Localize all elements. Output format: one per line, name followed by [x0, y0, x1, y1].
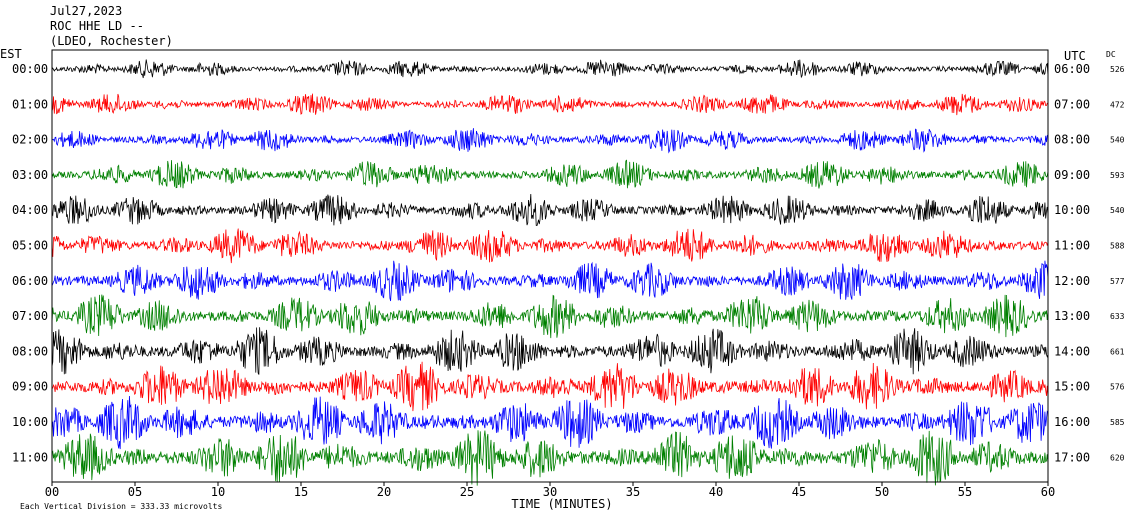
dc-value-label: 576 — [1110, 383, 1125, 392]
dc-value-label: 661 — [1110, 347, 1125, 356]
dc-label: DC — [1106, 50, 1116, 59]
x-tick-label: 20 — [377, 485, 391, 499]
x-tick-label: 15 — [294, 485, 308, 499]
utc-time-label: 12:00 — [1054, 274, 1090, 288]
right-axis-label: UTC — [1064, 49, 1086, 63]
utc-time-label: 16:00 — [1054, 415, 1090, 429]
est-time-label: 06:00 — [12, 274, 48, 288]
x-tick-label: 35 — [626, 485, 640, 499]
utc-time-label: 07:00 — [1054, 97, 1090, 111]
utc-time-label: 14:00 — [1054, 344, 1090, 358]
trace-row-4 — [51, 193, 1049, 226]
utc-time-label: 17:00 — [1054, 450, 1090, 464]
dc-value-label: 540 — [1110, 206, 1125, 215]
x-axis-label: TIME (MINUTES) — [511, 497, 612, 511]
x-tick-labels: 00 05 10 15 20 25 30 35 40 45 50 55 60 — [45, 482, 1055, 499]
dc-value-label: 620 — [1110, 453, 1125, 462]
utc-time-label: 15:00 — [1054, 380, 1090, 394]
utc-time-label: 08:00 — [1054, 133, 1090, 147]
est-time-label: 03:00 — [12, 168, 48, 182]
x-tick-label: 50 — [875, 485, 889, 499]
trace-row-6 — [51, 260, 1049, 302]
footer-note: Each Vertical Division = 333.33 microvol… — [20, 502, 222, 511]
utc-time-label: 10:00 — [1054, 203, 1090, 217]
utc-time-label: 09:00 — [1054, 168, 1090, 182]
est-time-label: 02:00 — [12, 133, 48, 147]
est-time-label: 00:00 — [12, 62, 48, 76]
est-time-label: 11:00 — [12, 450, 48, 464]
x-tick-label: 55 — [958, 485, 972, 499]
x-tick-label: 05 — [128, 485, 142, 499]
left-axis-label: EST — [0, 47, 22, 61]
trace-row-2 — [51, 128, 1049, 154]
row-labels: 00:00 06:00 526 01:00 07:00 472 02:00 08:00 540 0… — [12, 62, 1125, 464]
dc-value-label: 526 — [1110, 65, 1125, 74]
dc-value-label: 585 — [1110, 418, 1125, 427]
header-network: (LDEO, Rochester) — [50, 34, 173, 48]
dc-value-label: 593 — [1110, 171, 1125, 180]
plot-border — [51, 49, 1049, 483]
x-tick-label: 60 — [1041, 485, 1055, 499]
x-tick-label: 40 — [709, 485, 723, 499]
trace-row-10 — [51, 395, 1049, 450]
plot-frame — [51, 49, 1049, 483]
x-tick-label: 45 — [792, 485, 806, 499]
dc-value-label: 588 — [1110, 242, 1125, 251]
dc-value-label: 472 — [1110, 100, 1125, 109]
est-time-label: 05:00 — [12, 239, 48, 253]
trace-row-11 — [51, 430, 1049, 486]
header-station: ROC HHE LD -- — [50, 19, 144, 33]
est-time-label: 04:00 — [12, 203, 48, 217]
trace-row-9 — [51, 361, 1049, 412]
trace-row-3 — [51, 159, 1049, 189]
header-date: Jul27,2023 — [50, 4, 122, 18]
utc-time-label: 13:00 — [1054, 309, 1090, 323]
dc-value-label: 633 — [1110, 312, 1125, 321]
est-time-label: 09:00 — [12, 380, 48, 394]
trace-row-7 — [51, 294, 1049, 339]
est-time-label: 01:00 — [12, 97, 48, 111]
est-time-label: 08:00 — [12, 344, 48, 358]
x-tick-label: 00 — [45, 485, 59, 499]
utc-time-label: 11:00 — [1054, 239, 1090, 253]
utc-time-label: 06:00 — [1054, 62, 1090, 76]
dc-value-label: 540 — [1110, 136, 1125, 145]
dc-value-label: 577 — [1110, 277, 1125, 286]
x-tick-label: 10 — [211, 485, 225, 499]
trace-row-8 — [51, 327, 1049, 375]
x-tick-label: 25 — [460, 485, 474, 499]
trace-row-1 — [51, 93, 1049, 116]
x-tick-label: 30 — [543, 485, 557, 499]
trace-row-5 — [51, 228, 1049, 264]
est-time-label: 10:00 — [12, 415, 48, 429]
est-time-label: 07:00 — [12, 309, 48, 323]
trace-layer — [51, 59, 1049, 486]
trace-row-0 — [51, 59, 1049, 79]
